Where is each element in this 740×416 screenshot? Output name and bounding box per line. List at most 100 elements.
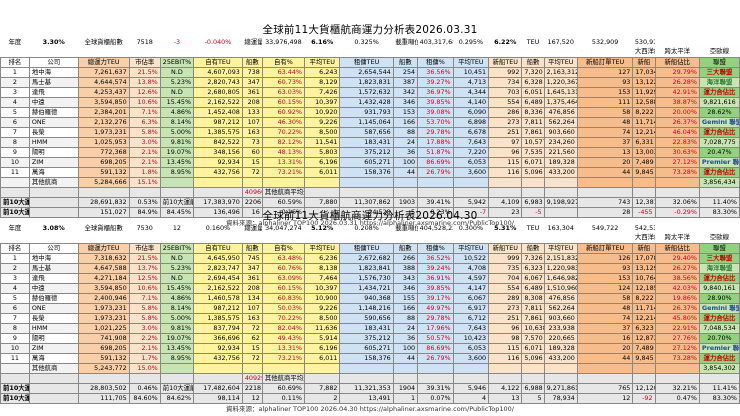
table-cell: 346 — [392, 282, 419, 294]
table-cell: 7,320 — [521, 66, 545, 78]
summary-stat: -0.040% — [204, 37, 232, 46]
table-cell: 1,645,131 — [543, 86, 578, 98]
table-cell: 8,308 — [521, 292, 545, 304]
table-cell: 13.7% — [128, 262, 161, 274]
table-cell: 745 — [241, 252, 263, 264]
table-cell: 366,696 — [193, 332, 243, 344]
table-row: 5 赫伯羅德 2,384,201 7.1% 4.86% 1,452,408 133 60.92… — [0, 106, 740, 118]
summary-cell: 0.46% — [128, 382, 161, 394]
table-cell: 63.48% — [261, 252, 305, 264]
column-header: 新船訂單TEU — [576, 242, 634, 254]
table-cell: 15 — [241, 156, 263, 168]
summary-stat: 0.325% — [354, 37, 379, 46]
region-label-empty — [262, 233, 304, 243]
summary-cell: 前10大運力總和 — [0, 382, 30, 394]
summary-row: 40960其他航商平均運力值 — [0, 186, 740, 198]
table-cell: 3,600 — [452, 352, 490, 364]
table-cell: 100 — [392, 156, 419, 168]
column-header: 新船 — [632, 56, 656, 68]
table-cell: 3.0% — [128, 136, 161, 148]
table-cell: 273 — [488, 116, 523, 128]
table-cell: 96 — [488, 322, 523, 334]
table-cell: 27.12% — [654, 342, 700, 354]
table-cell: 7,861 — [521, 312, 545, 324]
summary-cell: 前10大運能比 — [159, 196, 195, 208]
table-cell: 72 — [241, 322, 263, 334]
table-cell: 361 — [241, 272, 263, 284]
table-cell: Gemini 聯盟 — [698, 302, 740, 314]
table-cell: 2,694,454 — [193, 272, 243, 284]
table-cell: 7,570 — [521, 332, 545, 344]
table-cell: 6,090 — [452, 106, 490, 118]
table-cell: 10 — [0, 156, 30, 168]
table-cell: 7,489 — [632, 156, 656, 168]
region-label-empty — [393, 233, 417, 243]
table-cell: 7,426 — [303, 86, 341, 98]
table-cell: Premier 聯盟 — [698, 342, 740, 354]
summary-cell: 1 — [392, 392, 419, 404]
table-cell: 605,271 — [339, 342, 394, 354]
table-cell: 6,071 — [521, 156, 545, 168]
table-cell: 96 — [488, 146, 523, 158]
table-cell: 388 — [392, 262, 419, 274]
table-cell: 987,212 — [193, 302, 243, 314]
column-header: 排名 — [0, 56, 30, 68]
table-cell: 36 — [392, 146, 419, 158]
table-cell: 20.70% — [698, 332, 740, 344]
table-cell: 17.96% — [417, 322, 454, 334]
table-cell: 10,638 — [521, 322, 545, 334]
table-cell: 15.0% — [128, 362, 161, 374]
table-cell: N.D — [159, 272, 195, 284]
table-cell: 1,432,428 — [339, 96, 394, 108]
table-cell: 387 — [392, 76, 419, 88]
summary-cell: 13 — [488, 392, 523, 404]
table-row: 3 達飛 4,271,184 12.5% N.D 2,694,454 361 63.09% 7,… — [0, 272, 740, 284]
table-cell: 27.12% — [654, 156, 700, 168]
table-cell: 931,793 — [339, 106, 394, 118]
summary-cell: 28,803,502 — [77, 382, 130, 394]
summary-cell — [303, 372, 341, 384]
table-cell: N.D — [159, 86, 195, 98]
table-cell: 陽明 — [28, 332, 79, 344]
table-cell: 13 — [576, 146, 634, 158]
table-cell: 58 — [576, 292, 634, 304]
summary-cell: 40929 — [241, 372, 263, 384]
table-cell: 4,645,950 — [193, 252, 243, 264]
table-cell: 13.45% — [159, 156, 195, 168]
summary-stat: 542,534 — [634, 223, 655, 232]
table-row: 10 ZIM 698,205 2.1% 13.45% 92,934 15 13.31% 6,19… — [0, 342, 740, 354]
region-label-empty — [577, 233, 632, 243]
table-cell: 2.2% — [128, 332, 161, 344]
table-cell: 163 — [241, 126, 263, 138]
table-cell: 海洋聯盟 — [698, 76, 740, 88]
table-cell: 10,577 — [521, 136, 545, 148]
table-row: 9 陽明 741,908 2.2% 19.07% 366,696 62 49.43% 5,914… — [0, 332, 740, 344]
table-cell: 837,794 — [193, 322, 243, 334]
summary-cell — [77, 372, 130, 384]
table-cell: 1,220,367 — [543, 76, 578, 88]
column-header: 租傭% — [417, 242, 454, 254]
summary-stat: 33,976,498 — [265, 37, 302, 46]
table-cell: 其他航商 — [28, 176, 79, 188]
summary-stat: 載重噸位 — [395, 37, 418, 46]
table-cell: 6,898 — [452, 116, 490, 128]
summary-cell: -0.29% — [654, 206, 700, 218]
table-cell: 72 — [241, 352, 263, 364]
table-cell: 13.8% — [128, 76, 161, 88]
table-cell: 254 — [392, 66, 419, 78]
table-cell: 6,053 — [452, 156, 490, 168]
table-cell: 28.90% — [698, 292, 740, 304]
table-cell: 4,140 — [452, 96, 490, 108]
column-header: 新船佔比 — [654, 56, 700, 68]
table-cell: 36.52% — [417, 252, 454, 264]
region-label-empty — [418, 47, 454, 57]
table-cell: 13,122 — [632, 76, 656, 88]
table-cell — [417, 176, 454, 188]
table-cell: 8,500 — [303, 126, 341, 138]
table-cell: N.D — [159, 252, 195, 264]
table-cell: 1,385,575 — [193, 312, 243, 324]
table-cell: 達飛 — [28, 86, 79, 98]
table-cell: 13,003 — [632, 146, 656, 158]
table-cell: 10,451 — [452, 66, 490, 78]
summary-stat-empty — [655, 37, 699, 47]
